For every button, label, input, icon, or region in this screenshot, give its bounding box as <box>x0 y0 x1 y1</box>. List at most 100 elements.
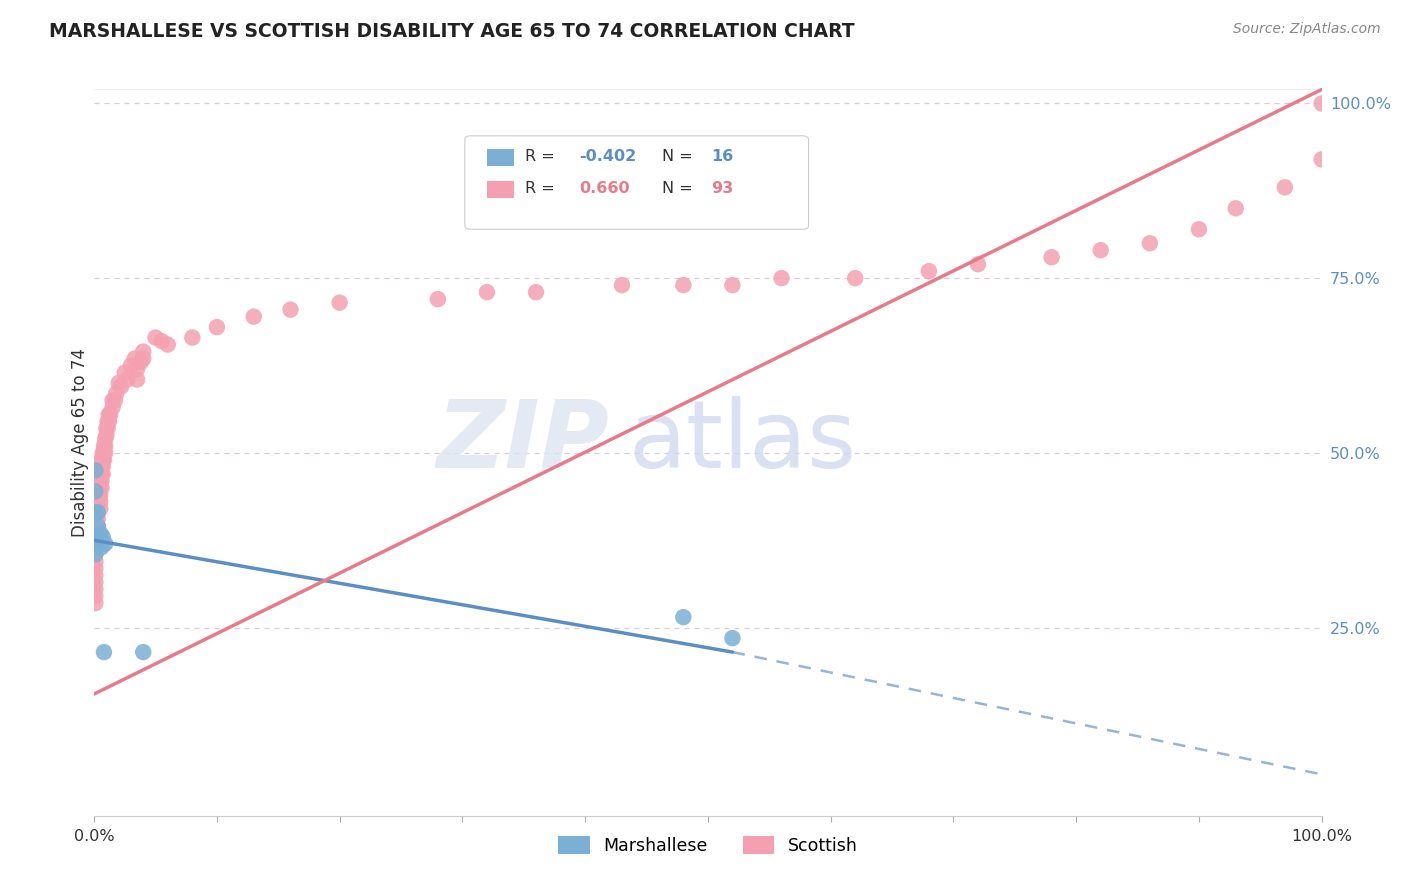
Point <box>89 488 111 502</box>
Point <box>84 554 107 568</box>
Point <box>97 408 120 422</box>
FancyBboxPatch shape <box>465 136 808 229</box>
Point <box>90 459 112 474</box>
Point <box>91 446 114 460</box>
Point <box>124 351 146 366</box>
Point <box>110 379 132 393</box>
Point <box>86 516 108 530</box>
Text: N =: N = <box>662 149 699 164</box>
Point <box>89 501 111 516</box>
Point <box>87 491 110 506</box>
Point <box>91 459 114 474</box>
Point <box>87 526 110 541</box>
Point <box>91 530 114 544</box>
Point <box>150 334 173 348</box>
Point <box>156 337 179 351</box>
Point <box>87 477 110 491</box>
Point <box>87 477 110 491</box>
Point <box>87 519 110 533</box>
Point <box>672 278 695 293</box>
Point <box>181 330 204 344</box>
Point <box>97 414 120 428</box>
Point <box>721 631 744 645</box>
Point <box>129 355 152 369</box>
Point <box>101 393 124 408</box>
Point <box>86 523 108 537</box>
Point <box>87 484 110 499</box>
Point <box>672 610 695 624</box>
Point <box>91 453 114 467</box>
Point <box>86 530 108 544</box>
Point <box>87 519 110 533</box>
Point <box>967 257 990 271</box>
Point <box>1040 250 1063 264</box>
Bar <box>486 149 515 166</box>
Point <box>89 467 111 481</box>
Point <box>84 505 107 519</box>
Text: R =: R = <box>524 149 560 164</box>
Point <box>94 537 117 551</box>
Point <box>107 376 129 390</box>
Point <box>101 401 124 415</box>
Point <box>1310 96 1333 111</box>
Text: ZIP: ZIP <box>437 396 610 489</box>
Text: 0.660: 0.660 <box>579 181 630 196</box>
Point <box>91 467 114 481</box>
Point <box>89 481 111 495</box>
Point <box>84 463 107 477</box>
Point <box>84 596 107 610</box>
Point <box>98 408 121 422</box>
Point <box>93 453 115 467</box>
Point <box>721 278 744 293</box>
Point <box>1090 244 1112 258</box>
Point <box>132 351 155 366</box>
Point <box>87 512 110 526</box>
Point <box>104 393 127 408</box>
Point <box>84 547 107 561</box>
Point <box>120 359 142 373</box>
Point <box>84 582 107 597</box>
Point <box>84 568 107 582</box>
Point <box>93 446 115 460</box>
Point <box>426 292 449 306</box>
Point <box>844 271 866 285</box>
Text: 16: 16 <box>711 149 734 164</box>
Point <box>90 481 112 495</box>
Point <box>127 362 149 376</box>
Point <box>93 439 115 453</box>
Point <box>132 645 155 659</box>
Point <box>87 533 110 548</box>
Point <box>242 310 264 324</box>
Point <box>89 495 111 509</box>
Point <box>90 453 112 467</box>
Point <box>89 474 111 488</box>
Point <box>132 344 155 359</box>
Point <box>87 484 110 499</box>
Point <box>93 645 115 659</box>
Point <box>770 271 793 285</box>
Point <box>90 474 112 488</box>
Text: Source: ZipAtlas.com: Source: ZipAtlas.com <box>1233 22 1381 37</box>
Legend: Marshallese, Scottish: Marshallese, Scottish <box>550 828 866 863</box>
Text: -0.402: -0.402 <box>579 149 637 164</box>
Y-axis label: Disability Age 65 to 74: Disability Age 65 to 74 <box>72 348 89 537</box>
Point <box>94 446 117 460</box>
Point <box>280 302 302 317</box>
Bar <box>486 181 515 198</box>
Point <box>117 372 139 386</box>
Point <box>97 414 120 428</box>
Point <box>475 285 498 300</box>
Point <box>84 561 107 575</box>
Point <box>1139 236 1161 251</box>
Point <box>84 589 107 603</box>
Point <box>90 541 112 555</box>
Point <box>84 533 107 548</box>
Point <box>97 421 120 435</box>
Point <box>96 428 118 442</box>
Text: MARSHALLESE VS SCOTTISH DISABILITY AGE 65 TO 74 CORRELATION CHART: MARSHALLESE VS SCOTTISH DISABILITY AGE 6… <box>49 22 855 41</box>
Point <box>1274 180 1296 194</box>
Point <box>84 547 107 561</box>
Point <box>114 366 136 380</box>
Point <box>87 491 110 506</box>
Text: atlas: atlas <box>628 396 856 489</box>
